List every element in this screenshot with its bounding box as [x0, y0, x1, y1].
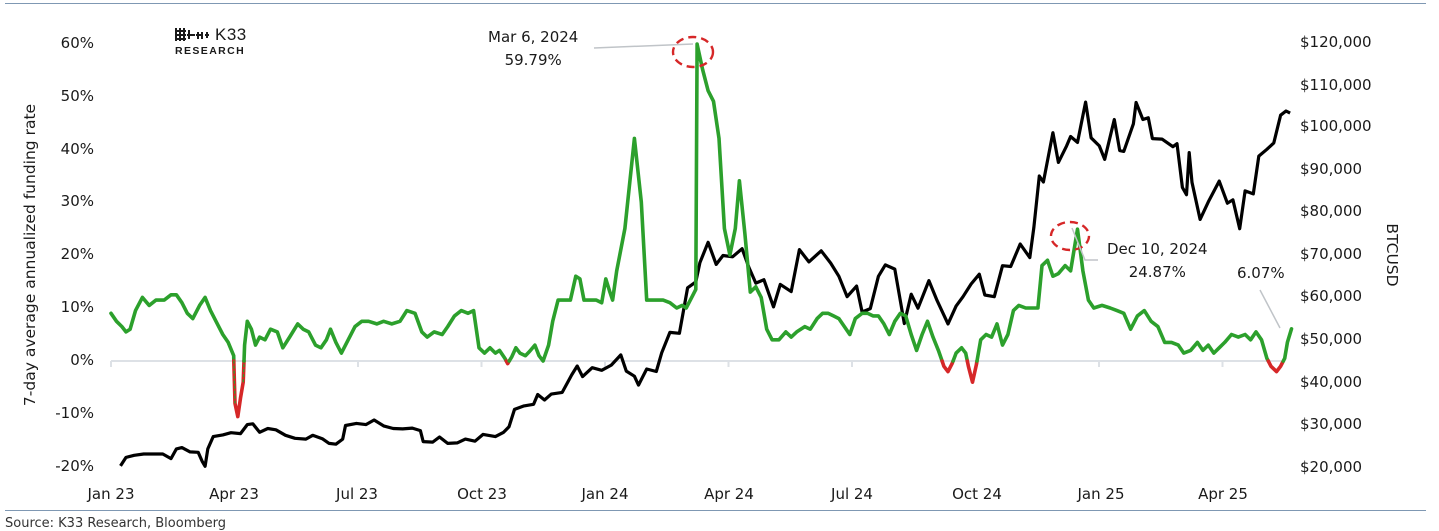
- annotation-peak-dec-2024: Dec 10, 2024 24.87%: [1107, 238, 1208, 284]
- x-tick: Jul 23: [336, 485, 378, 503]
- left-tick: 40%: [60, 140, 94, 158]
- x-tick: Apr 25: [1198, 485, 1248, 503]
- annotation-markers: [593, 35, 1281, 329]
- left-tick: -10%: [55, 404, 94, 422]
- x-tick: Jan 25: [1077, 485, 1125, 503]
- left-tick: 50%: [60, 87, 94, 105]
- right-tick: $100,000: [1300, 117, 1372, 135]
- right-tick: $60,000: [1300, 287, 1363, 305]
- right-tick: $70,000: [1300, 245, 1363, 263]
- left-tick: 60%: [60, 34, 94, 52]
- x-tick: Apr 23: [209, 485, 259, 503]
- annotation-value: 24.87%: [1128, 263, 1186, 281]
- x-tick: Oct 24: [952, 485, 1002, 503]
- x-tick: Apr 24: [704, 485, 754, 503]
- annotation-value: 6.07%: [1237, 264, 1285, 282]
- left-tick: -20%: [55, 457, 94, 475]
- bottom-rule: [5, 510, 1426, 511]
- left-tick: 20%: [60, 245, 94, 263]
- logo-research-text: RESEARCH: [175, 45, 246, 57]
- right-tick: $20,000: [1300, 458, 1363, 476]
- logo-k33-text: K33: [215, 25, 247, 44]
- right-tick: $80,000: [1300, 202, 1363, 220]
- annotation-latest: 6.07%: [1237, 262, 1285, 285]
- annotation-date: Dec 10, 2024: [1107, 240, 1208, 258]
- right-tick: $110,000: [1300, 76, 1372, 94]
- k33-dot-grid-icon: [175, 28, 209, 41]
- annotation-date: Mar 6, 2024: [488, 28, 579, 46]
- right-tick: $90,000: [1300, 160, 1363, 178]
- btc-price-line: [119, 100, 1291, 468]
- right-tick: $120,000: [1300, 33, 1372, 51]
- right-tick: $30,000: [1300, 415, 1363, 433]
- x-tick: Jul 24: [831, 485, 873, 503]
- annotation-value: 59.79%: [504, 51, 562, 69]
- left-tick: 0%: [70, 351, 94, 369]
- left-tick: 10%: [60, 298, 94, 316]
- top-rule: [5, 3, 1426, 4]
- right-tick: $50,000: [1300, 330, 1363, 348]
- zero-axis-line: [110, 360, 1281, 367]
- right-tick: $40,000: [1300, 373, 1363, 391]
- funding-rate-line: [109, 42, 1294, 419]
- x-tick: Jan 23: [87, 485, 135, 503]
- x-tick: Oct 23: [457, 485, 507, 503]
- annotation-peak-mar-2024: Mar 6, 2024 59.79%: [488, 26, 578, 72]
- left-tick: 30%: [60, 192, 94, 210]
- x-tick: Jan 24: [581, 485, 629, 503]
